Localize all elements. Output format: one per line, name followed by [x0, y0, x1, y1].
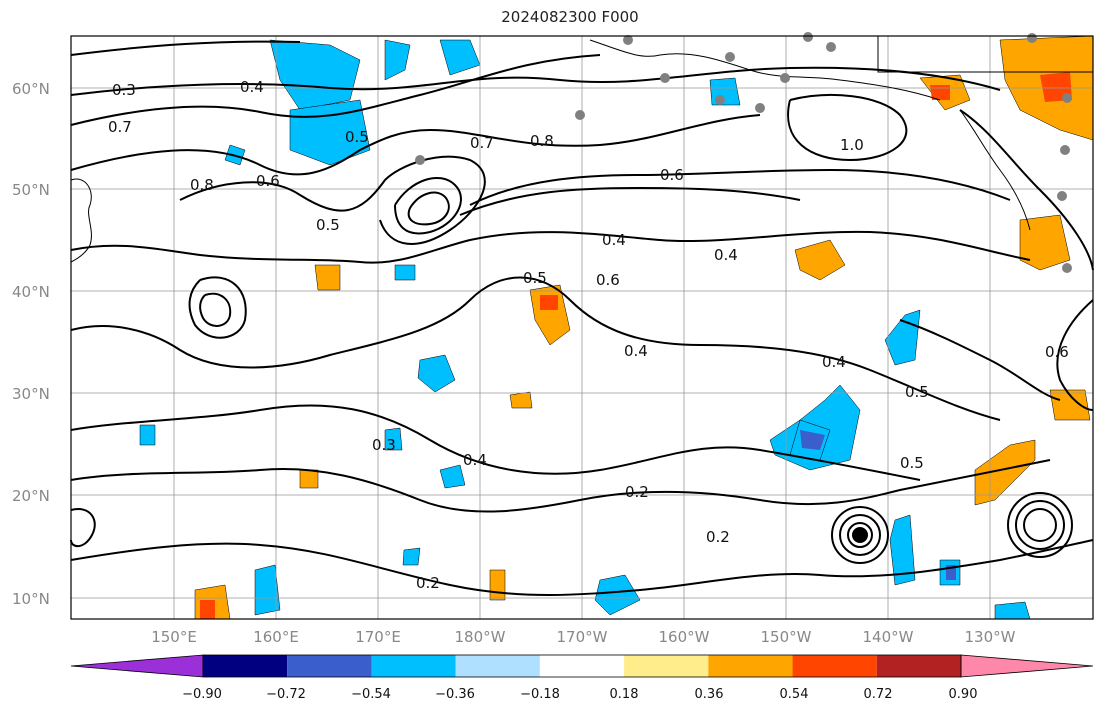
colorbar-segment — [624, 655, 709, 677]
colorbar-segment — [876, 655, 961, 677]
colorbar-border — [202, 654, 962, 678]
contour-label: 0.7 — [470, 134, 494, 152]
lon-label: 130°W — [965, 628, 1016, 646]
colorbar-segment — [287, 655, 372, 677]
contour-label: 0.2 — [416, 574, 440, 592]
lat-label: 40°N — [12, 283, 50, 301]
contour-label: 0.6 — [660, 166, 684, 184]
contour-label: 0.4 — [463, 451, 487, 469]
colorbar-segment — [539, 655, 625, 677]
colorbar-segment — [455, 655, 540, 677]
colorbar-extend-max — [960, 654, 1094, 678]
contour-label: 0.2 — [625, 483, 649, 501]
contour-lines — [70, 40, 1094, 596]
longitude-labels: 150°E 160°E 170°E 180°W 170°W 160°W 150°… — [151, 628, 1015, 646]
colorbar-tick-label: 0.36 — [695, 687, 724, 702]
colorbar-tick-label: −0.36 — [435, 687, 475, 702]
contour-label: 0.5 — [316, 216, 340, 234]
contour-label: 0.4 — [624, 342, 648, 360]
contour-label: 1.0 — [840, 136, 864, 154]
contour-label: 0.6 — [256, 172, 280, 190]
colorbar-segment — [792, 655, 877, 677]
colorbar-segment — [708, 655, 793, 677]
contour-label: 0.5 — [523, 269, 547, 287]
contour-label: 0.3 — [372, 436, 396, 454]
colorbar-tick-label: −0.72 — [266, 687, 306, 702]
contour-label: 0.4 — [714, 246, 738, 264]
colorbar-segment — [203, 655, 288, 677]
contour-label: 0.2 — [706, 528, 730, 546]
storm-center-marker — [852, 527, 868, 543]
contour-label: 0.3 — [112, 81, 136, 99]
colorbar-tick-label: −0.18 — [520, 687, 560, 702]
coastlines — [70, 36, 1093, 263]
contour-label: 0.4 — [822, 353, 846, 371]
contour-label: 0.4 — [240, 78, 264, 96]
contour-label: 0.4 — [602, 231, 626, 249]
gridlines — [71, 36, 1093, 619]
station-markers — [415, 32, 1072, 273]
lon-label: 150°E — [151, 628, 197, 646]
contour-label-group: 0.3 0.4 0.7 0.5 0.8 0.6 1.0 0.7 0.8 0.6 … — [108, 78, 1069, 592]
contour-label: 0.7 — [108, 118, 132, 136]
colorbar-tick-label: 0.90 — [949, 687, 978, 702]
contour-label: 0.8 — [530, 132, 554, 150]
colorbar-extend-min — [70, 654, 204, 678]
colorbar-tick-label: 0.18 — [610, 687, 639, 702]
contour-label: 0.6 — [596, 271, 620, 289]
contour-label: 0.5 — [900, 454, 924, 472]
contour-label: 0.5 — [345, 128, 369, 146]
lon-label: 150°W — [761, 628, 812, 646]
latitude-labels: 60°N 50°N 40°N 30°N 20°N 10°N — [12, 80, 50, 608]
colorbar-tick-label: 0.54 — [780, 687, 809, 702]
contour-label: 0.5 — [905, 383, 929, 401]
colorbar-tick-label: 0.72 — [864, 687, 893, 702]
lat-label: 20°N — [12, 487, 50, 505]
contour-label: 0.6 — [1045, 343, 1069, 361]
map-title: 2024082300 F000 — [501, 8, 639, 26]
lon-label: 160°E — [253, 628, 299, 646]
lat-label: 10°N — [12, 590, 50, 608]
lon-label: 170°E — [355, 628, 401, 646]
colorbar — [70, 654, 1094, 678]
colorbar-segment — [371, 655, 456, 677]
colorbar-tick-label: −0.90 — [182, 687, 222, 702]
lon-label: 160°W — [659, 628, 710, 646]
lat-label: 30°N — [12, 385, 50, 403]
colorbar-tick-label: −0.54 — [351, 687, 391, 702]
colorbar-tick-labels: −0.90 −0.72 −0.54 −0.36 −0.18 0.18 0.36 … — [182, 687, 977, 702]
lat-label: 60°N — [12, 80, 50, 98]
strong-positive-patches — [200, 72, 1072, 619]
lat-label: 50°N — [12, 181, 50, 199]
lon-label: 180°W — [455, 628, 506, 646]
lon-label: 140°W — [863, 628, 914, 646]
contour-label: 0.8 — [190, 176, 214, 194]
map-border — [70, 35, 1094, 620]
lon-label: 170°W — [557, 628, 608, 646]
